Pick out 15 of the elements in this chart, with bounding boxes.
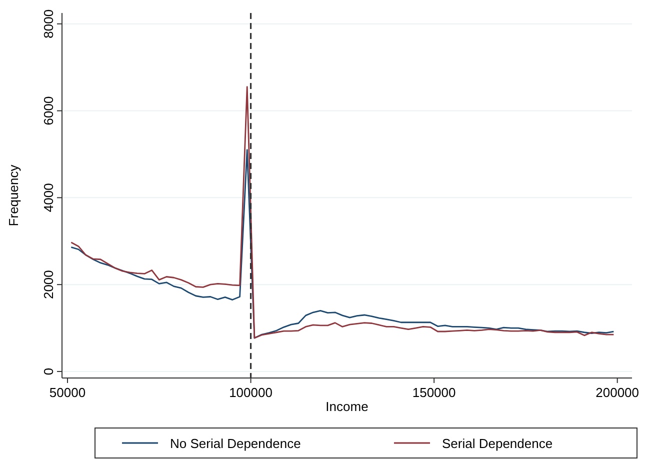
line-series bbox=[70, 86, 614, 339]
y-tick-label: 6000 bbox=[41, 96, 56, 126]
y-tick-label: 2000 bbox=[41, 270, 56, 300]
y-tick-label: 4000 bbox=[41, 183, 56, 212]
legend-label: Serial Dependence bbox=[442, 436, 553, 451]
x-tick-label: 100000 bbox=[229, 385, 272, 400]
x-axis-title: Income bbox=[326, 399, 368, 414]
line-series bbox=[70, 149, 614, 339]
x-tick-label: 50000 bbox=[49, 385, 86, 400]
y-tick-label: 0 bbox=[41, 368, 56, 376]
y-axis-title: Frequency bbox=[6, 164, 21, 226]
x-tick-label: 150000 bbox=[412, 385, 456, 400]
x-tick-label: 200000 bbox=[596, 385, 640, 400]
y-tick-label: 8000 bbox=[41, 9, 56, 38]
legend-label: No Serial Dependence bbox=[170, 436, 301, 451]
